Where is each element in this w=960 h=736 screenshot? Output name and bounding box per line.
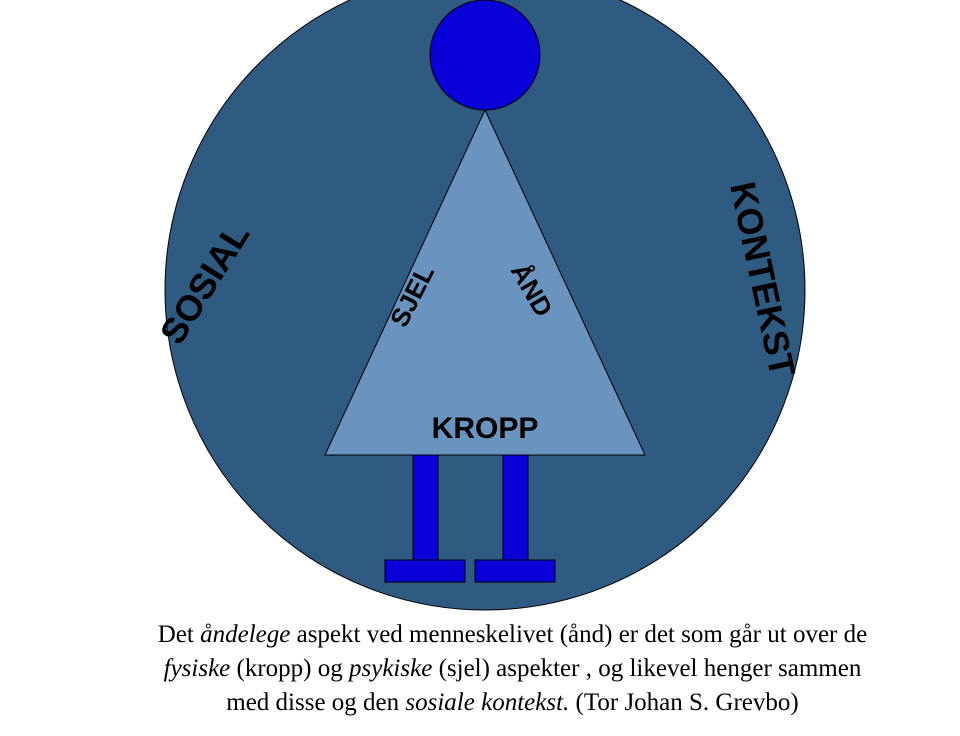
foot-left bbox=[385, 560, 465, 582]
caption-line: fysiske (kropp) og psykiske (sjel) aspek… bbox=[60, 652, 960, 686]
caption-segment: med disse og den bbox=[226, 689, 405, 716]
caption-segment: (kropp) og bbox=[237, 655, 349, 682]
foot-right bbox=[475, 560, 555, 582]
caption-segment: (sjel) aspekter , og likevel henger samm… bbox=[439, 655, 862, 682]
caption-segment: Det bbox=[158, 621, 200, 648]
stage: SOSIALKONTEKSTSJELÅNDKROPP Det åndelege … bbox=[0, 0, 960, 736]
caption-segment: psykiske bbox=[349, 655, 439, 682]
caption-segment: aspekt ved menneskelivet (ånd) er det so… bbox=[297, 621, 868, 648]
caption-text: Det åndelege aspekt ved menneskelivet (å… bbox=[60, 618, 960, 719]
caption-line: Det åndelege aspekt ved menneskelivet (å… bbox=[60, 618, 960, 652]
head-circle bbox=[430, 0, 540, 110]
label-kropp: KROPP bbox=[432, 412, 539, 445]
caption-line: med disse og den sosiale kontekst. (Tor … bbox=[60, 686, 960, 720]
caption-segment: åndelege bbox=[200, 621, 296, 648]
caption-segment: fysiske bbox=[164, 655, 237, 682]
caption-segment: sosiale kontekst. bbox=[405, 689, 575, 716]
caption-segment: (Tor Johan S. Grevbo) bbox=[576, 689, 799, 716]
